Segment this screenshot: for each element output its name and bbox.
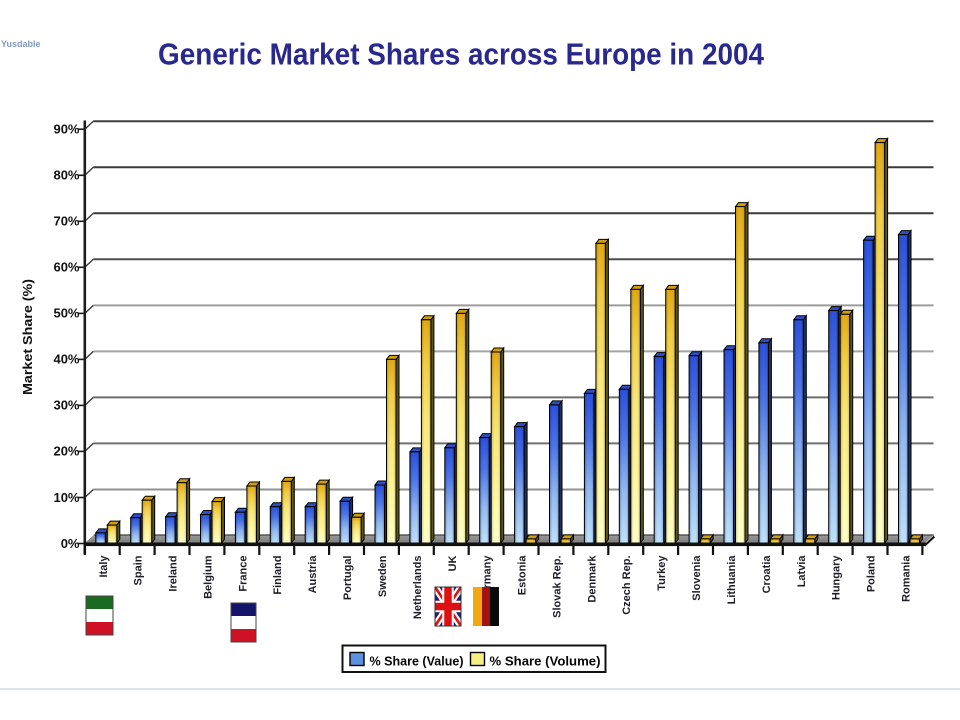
svg-text:Czech Rep.: Czech Rep. <box>621 556 633 615</box>
svg-text:Market Share (%): Market Share (%) <box>21 279 35 395</box>
svg-text:Ireland: Ireland <box>168 556 180 592</box>
svg-text:% Share (Value): % Share (Value) <box>370 654 464 669</box>
svg-text:Romania: Romania <box>900 555 912 602</box>
svg-text:France: France <box>237 556 249 592</box>
svg-text:10%: 10% <box>53 490 79 505</box>
svg-text:Croatia: Croatia <box>761 555 773 594</box>
svg-text:60%: 60% <box>53 260 79 275</box>
svg-text:50%: 50% <box>53 306 79 321</box>
svg-text:% Share (Volume): % Share (Volume) <box>490 654 601 669</box>
svg-text:Slovak Rep.: Slovak Rep. <box>552 556 564 618</box>
svg-text:Generic Market Shares across E: Generic Market Shares across Europe in 2… <box>158 37 765 72</box>
svg-text:Denmark: Denmark <box>586 555 598 603</box>
svg-text:Slovenia: Slovenia <box>691 555 703 601</box>
svg-text:30%: 30% <box>53 398 79 413</box>
svg-text:Hungary: Hungary <box>831 555 843 601</box>
svg-text:Spain: Spain <box>133 555 145 585</box>
svg-text:80%: 80% <box>53 168 79 183</box>
svg-text:0%: 0% <box>61 536 80 551</box>
svg-text:Latvia: Latvia <box>796 555 808 588</box>
svg-text:Poland: Poland <box>866 556 878 593</box>
svg-text:Turkey: Turkey <box>656 555 668 591</box>
svg-text:40%: 40% <box>53 352 79 367</box>
svg-text:Sweden: Sweden <box>377 555 389 597</box>
svg-text:Estonia: Estonia <box>517 555 529 596</box>
svg-text:Italy: Italy <box>98 555 110 578</box>
svg-text:Netherlands: Netherlands <box>412 556 424 620</box>
svg-text:70%: 70% <box>53 214 79 229</box>
svg-text:Yusdable: Yusdable <box>1 39 41 49</box>
svg-text:90%: 90% <box>53 122 79 137</box>
svg-text:UK: UK <box>447 555 459 571</box>
svg-text:Portugal: Portugal <box>342 556 354 601</box>
svg-text:Finland: Finland <box>272 556 284 595</box>
svg-text:Belgium: Belgium <box>202 555 214 599</box>
svg-text:20%: 20% <box>53 444 79 459</box>
svg-text:Lithuania: Lithuania <box>726 555 738 605</box>
svg-text:Austria: Austria <box>307 555 319 594</box>
